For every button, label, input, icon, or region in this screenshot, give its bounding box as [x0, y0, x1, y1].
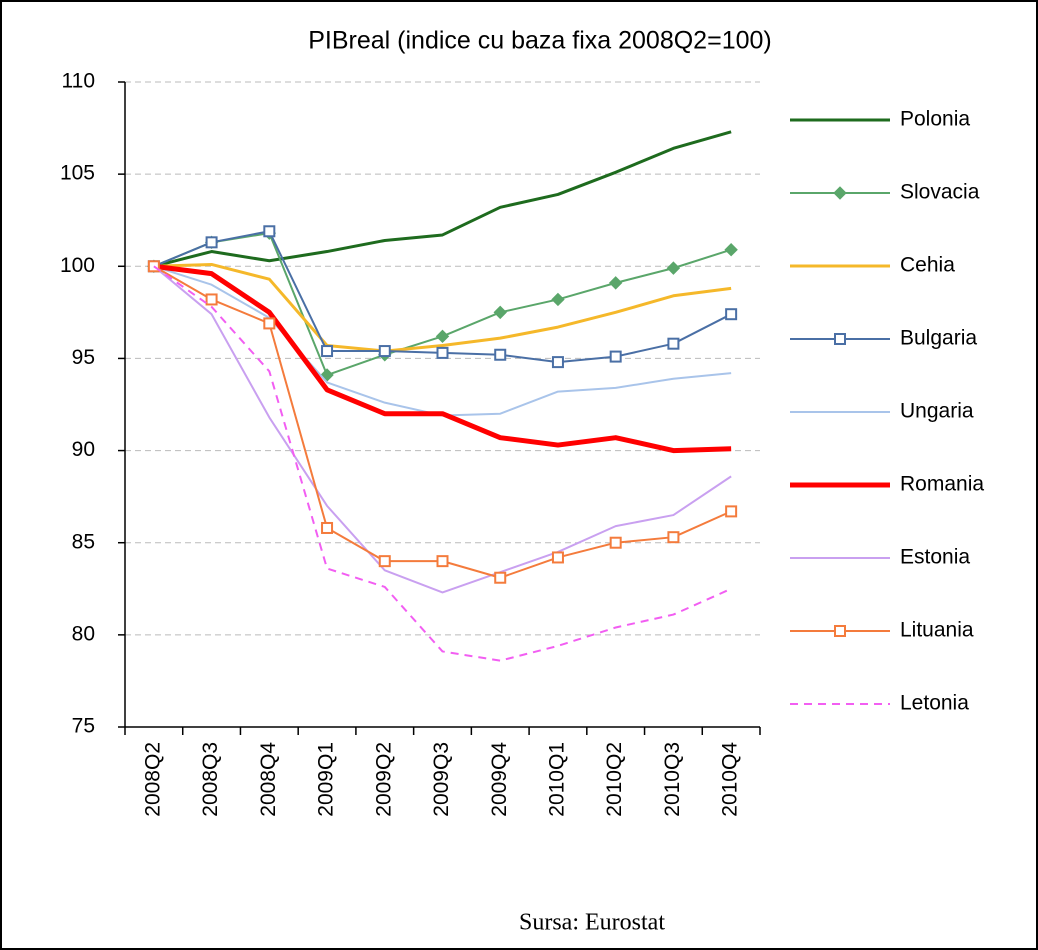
- x-tick-label: 2008Q2: [141, 742, 164, 817]
- marker: [205, 236, 218, 249]
- series-line: [153, 262, 732, 353]
- marker: [666, 261, 681, 275]
- x-tick-label: 2009Q2: [372, 742, 395, 817]
- x-tick-label: 2009Q3: [430, 742, 453, 817]
- series-line: [153, 263, 732, 454]
- marker: [493, 305, 507, 320]
- x-tick-label: 2010Q2: [603, 742, 626, 817]
- x-tick-label: 2010Q4: [719, 742, 742, 817]
- marker: [551, 356, 564, 369]
- y-tick-label: 85: [72, 530, 95, 553]
- series-line: [153, 265, 732, 662]
- marker: [436, 555, 449, 568]
- marker: [834, 333, 846, 345]
- legend-label: Lituania: [900, 619, 974, 642]
- marker: [321, 345, 334, 358]
- x-tick-label: 2009Q1: [315, 742, 338, 817]
- legend-label: Cehia: [900, 254, 955, 277]
- legend-label: Letonia: [900, 692, 969, 715]
- x-tick-label: 2008Q3: [199, 742, 222, 817]
- marker: [725, 505, 738, 518]
- legend-label: Bulgaria: [900, 327, 977, 350]
- marker: [321, 521, 334, 534]
- legend-label: Estonia: [900, 546, 970, 569]
- marker: [205, 293, 218, 306]
- x-tick-label: 2008Q4: [257, 742, 280, 817]
- marker: [494, 571, 507, 584]
- marker: [667, 531, 680, 544]
- marker: [551, 551, 564, 564]
- y-tick-label: 105: [60, 162, 95, 185]
- marker: [494, 348, 507, 361]
- x-tick-label: 2009Q4: [488, 742, 511, 817]
- marker: [833, 186, 847, 200]
- y-tick-label: 75: [72, 715, 95, 738]
- marker: [834, 625, 846, 637]
- legend-label: Slovacia: [900, 181, 980, 204]
- marker: [551, 292, 565, 307]
- x-tick-label: 2010Q1: [546, 742, 569, 817]
- series-line: [153, 265, 732, 594]
- marker: [435, 329, 450, 344]
- marker: [667, 337, 680, 350]
- y-tick-label: 110: [62, 70, 95, 93]
- marker: [378, 345, 391, 358]
- chart-title: PIBreal (indice cu baza fixa 2008Q2=100): [308, 27, 771, 55]
- marker: [436, 346, 449, 359]
- legend-label: Romania: [900, 473, 984, 496]
- y-tick-label: 100: [60, 254, 95, 277]
- marker: [725, 308, 738, 321]
- legend-label: Ungaria: [900, 400, 974, 423]
- legend-label: Polonia: [900, 108, 970, 131]
- marker: [378, 555, 391, 568]
- x-tick-label: 2010Q3: [661, 742, 684, 817]
- marker: [608, 276, 623, 290]
- marker: [724, 242, 738, 257]
- y-tick-label: 95: [72, 346, 95, 369]
- marker: [263, 317, 276, 330]
- series-line: [153, 130, 732, 268]
- marker: [609, 536, 622, 549]
- y-tick-label: 90: [72, 438, 95, 461]
- marker: [263, 225, 276, 238]
- marker: [609, 350, 622, 363]
- y-tick-label: 80: [72, 622, 95, 645]
- source-note: Sursa: Eurostat: [519, 910, 665, 936]
